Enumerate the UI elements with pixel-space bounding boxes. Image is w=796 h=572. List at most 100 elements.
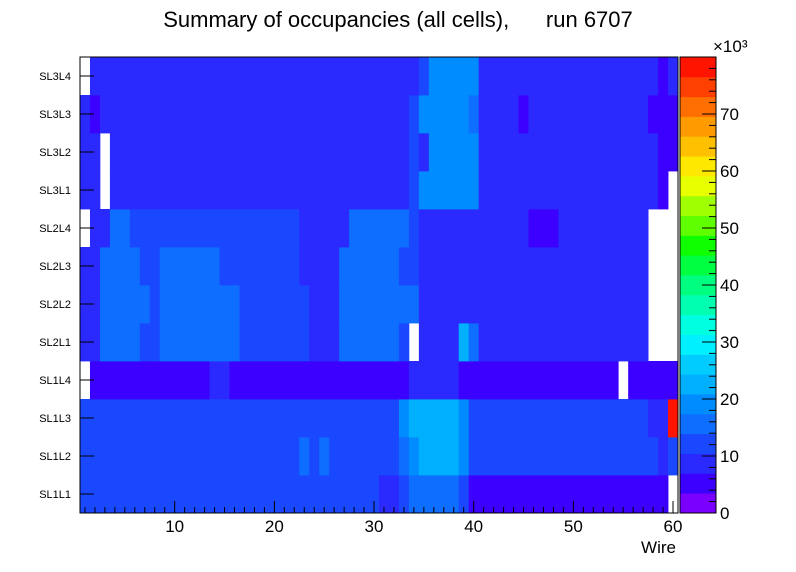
heatmap-cell bbox=[309, 285, 330, 324]
heatmap-cell bbox=[398, 247, 420, 286]
heatmap-cell bbox=[418, 209, 529, 248]
heatmap-cell bbox=[339, 247, 400, 286]
colorbar-swatch bbox=[680, 76, 716, 98]
colorbar-tick-label: 50 bbox=[720, 219, 739, 238]
x-axis: 10 20 30 40 50 60 bbox=[84, 501, 683, 536]
heatmap-cell bbox=[468, 95, 480, 134]
heatmap-cell bbox=[428, 57, 480, 96]
y-tick-label: SL2L3 bbox=[39, 261, 71, 273]
colorbar-tick-label: 0 bbox=[720, 504, 729, 523]
heatmap-cell bbox=[398, 323, 410, 362]
heatmap-cell bbox=[408, 171, 420, 210]
colorbar-swatch bbox=[680, 96, 716, 117]
heatmap-cell bbox=[80, 437, 300, 476]
heatmap-cell bbox=[309, 437, 320, 476]
colorbar-tick-label: 30 bbox=[720, 333, 739, 352]
colorbar-swatch bbox=[680, 255, 716, 276]
heatmap-cell bbox=[89, 57, 410, 96]
y-tick-label: SL3L4 bbox=[39, 71, 71, 83]
heatmap-cell bbox=[139, 323, 161, 362]
heatmap-cell bbox=[80, 475, 380, 514]
colorbar-swatch bbox=[680, 394, 716, 415]
colorbar-swatch bbox=[680, 334, 716, 355]
heatmap-cell bbox=[339, 323, 400, 362]
heatmap-cell bbox=[319, 437, 330, 476]
x-tick-label: 60 bbox=[664, 517, 683, 536]
heatmap-cell bbox=[418, 437, 460, 476]
heatmap-cell bbox=[339, 285, 420, 324]
heatmap-cell bbox=[658, 133, 679, 172]
heatmap-cell bbox=[478, 133, 659, 172]
colorbar-swatch bbox=[680, 473, 716, 494]
y-tick-label: SL1L4 bbox=[39, 375, 71, 387]
heatmap-cell bbox=[668, 57, 679, 96]
heatmap-cell bbox=[209, 361, 230, 400]
heatmap-cell bbox=[468, 399, 649, 438]
x-tick-label: 40 bbox=[464, 517, 483, 536]
heatmap-cell bbox=[89, 95, 101, 134]
heatmap-cell bbox=[418, 133, 430, 172]
heatmap-cell bbox=[329, 209, 350, 248]
colorbar-swatch bbox=[680, 374, 716, 395]
colorbar-swatch bbox=[680, 235, 716, 256]
heatmap-cell bbox=[408, 361, 430, 400]
heatmap-cell bbox=[89, 209, 111, 248]
colorbar-swatch bbox=[680, 195, 716, 217]
y-tick-label: SL1L2 bbox=[39, 451, 71, 463]
heatmap-cell bbox=[99, 323, 141, 362]
heatmap-cell bbox=[458, 361, 619, 400]
y-tick-label: SL1L3 bbox=[39, 413, 71, 425]
colorbar-swatch bbox=[680, 116, 716, 137]
heatmap-cell bbox=[668, 437, 679, 476]
x-tick-label: 30 bbox=[365, 517, 384, 536]
heatmap-cell bbox=[239, 323, 310, 362]
heatmap-cell bbox=[109, 209, 131, 248]
heatmap-cell bbox=[658, 57, 669, 96]
heatmap-cell bbox=[648, 95, 679, 134]
x-tick-label: 10 bbox=[165, 517, 184, 536]
heatmap-cell bbox=[458, 399, 470, 438]
heatmap-cell bbox=[329, 247, 340, 286]
heatmap-cell bbox=[458, 323, 470, 362]
heatmap-cell bbox=[658, 171, 669, 210]
y-tick-label: SL2L1 bbox=[39, 337, 71, 349]
colorbar-tick-label: 40 bbox=[720, 276, 739, 295]
heatmap-cell bbox=[229, 361, 410, 400]
heatmap-cell bbox=[658, 437, 669, 476]
colorbar-swatch bbox=[680, 314, 716, 335]
x-axis-label: Wire bbox=[641, 538, 676, 557]
colorbar-tick-label: 20 bbox=[720, 390, 739, 409]
heatmap-cell bbox=[109, 171, 410, 210]
heatmap-cell bbox=[568, 171, 659, 210]
heatmap-cell bbox=[418, 323, 460, 362]
heatmap-cell bbox=[478, 57, 659, 96]
heatmap-cell bbox=[458, 475, 470, 514]
chart-title: Summary of occupancies (all cells), run … bbox=[163, 7, 633, 32]
heatmap-cell bbox=[398, 437, 410, 476]
heatmap-cell bbox=[89, 171, 101, 210]
heatmap-cell bbox=[418, 57, 430, 96]
heatmap-cell bbox=[129, 209, 300, 248]
y-tick-label: SL2L2 bbox=[39, 299, 71, 311]
heatmap-cell bbox=[329, 285, 340, 324]
colorbar-swatch bbox=[680, 57, 716, 78]
heatmap-cell bbox=[448, 361, 460, 400]
heatmap-cells bbox=[80, 57, 679, 514]
heatmap-cell bbox=[648, 399, 659, 438]
heatmap-cell bbox=[379, 475, 400, 514]
colorbar: 0 10 20 30 40 50 60 70 bbox=[679, 56, 739, 523]
colorbar-tick-label: 10 bbox=[720, 447, 739, 466]
heatmap-cell bbox=[99, 247, 141, 286]
heatmap-cell bbox=[299, 437, 310, 476]
heatmap-cell bbox=[89, 361, 210, 400]
colorbar-multiplier: ×10³ bbox=[713, 37, 748, 56]
x-tick-label: 50 bbox=[564, 517, 583, 536]
plot-frame bbox=[79, 56, 679, 514]
heatmap-cell bbox=[428, 361, 450, 400]
heatmap-cell bbox=[428, 133, 480, 172]
y-tick-label: SL3L3 bbox=[39, 109, 71, 121]
heatmap-cell bbox=[468, 437, 659, 476]
heatmap-cell bbox=[418, 285, 649, 324]
heatmap-cell bbox=[478, 323, 649, 362]
heatmap-cell bbox=[159, 285, 240, 324]
